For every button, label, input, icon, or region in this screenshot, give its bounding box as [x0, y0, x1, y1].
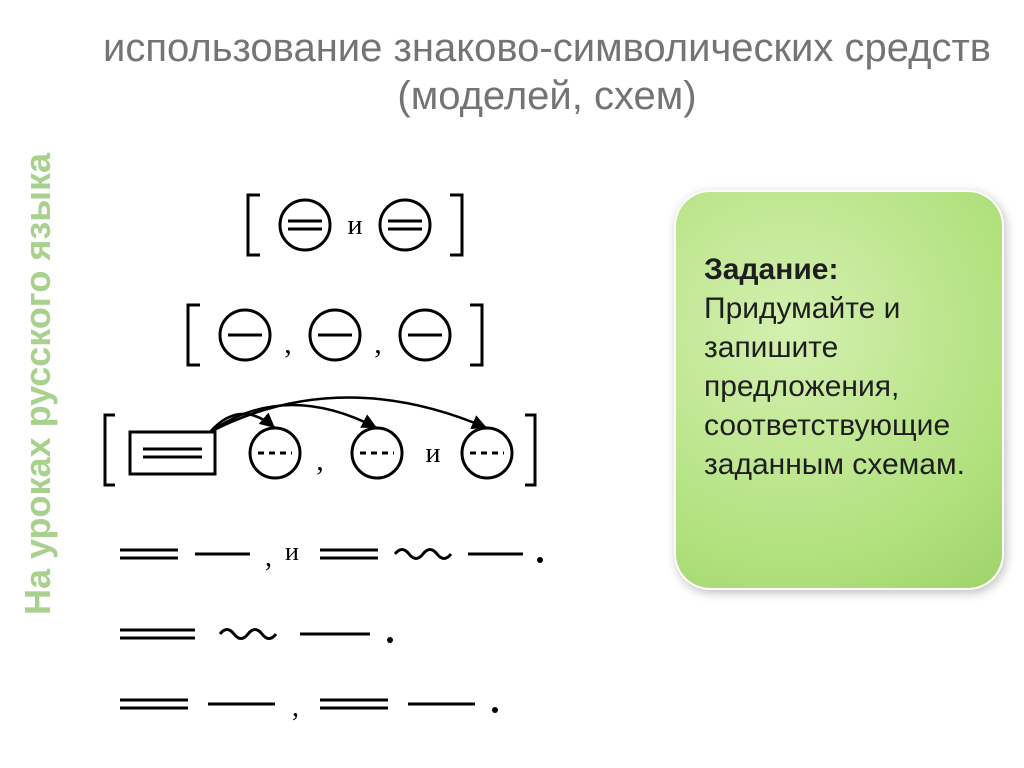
scheme-row-6: , [120, 692, 498, 723]
svg-text:и: и [426, 438, 441, 469]
slide-root: На уроках русского языка использование з… [0, 0, 1024, 768]
scheme-row-1: и [248, 195, 462, 255]
task-callout: Задание: Придумайте и запишите предложен… [674, 190, 1004, 590]
svg-text:,: , [292, 692, 299, 723]
scheme-row-4: , и [120, 537, 543, 573]
svg-text:,: , [316, 444, 324, 477]
schemes-svg: и , , [90, 180, 650, 740]
svg-text:,: , [374, 327, 382, 360]
svg-text:и: и [348, 210, 363, 241]
sidebar-title: На уроках русского языка [17, 153, 59, 615]
svg-text:и: и [285, 537, 299, 566]
scheme-row-5 [120, 630, 393, 644]
schemes-diagram: и , , [90, 180, 650, 740]
svg-text:,: , [265, 542, 272, 573]
scheme-row-3: , и [105, 397, 535, 485]
page-title: использование знаково-символических сред… [90, 24, 1004, 120]
sidebar: На уроках русского языка [8, 0, 68, 768]
task-body: Придумайте и запишите предложения, соотв… [704, 292, 965, 481]
task-heading: Задание: [704, 253, 838, 286]
scheme-row-2: , , [188, 305, 482, 365]
svg-text:,: , [284, 327, 292, 360]
